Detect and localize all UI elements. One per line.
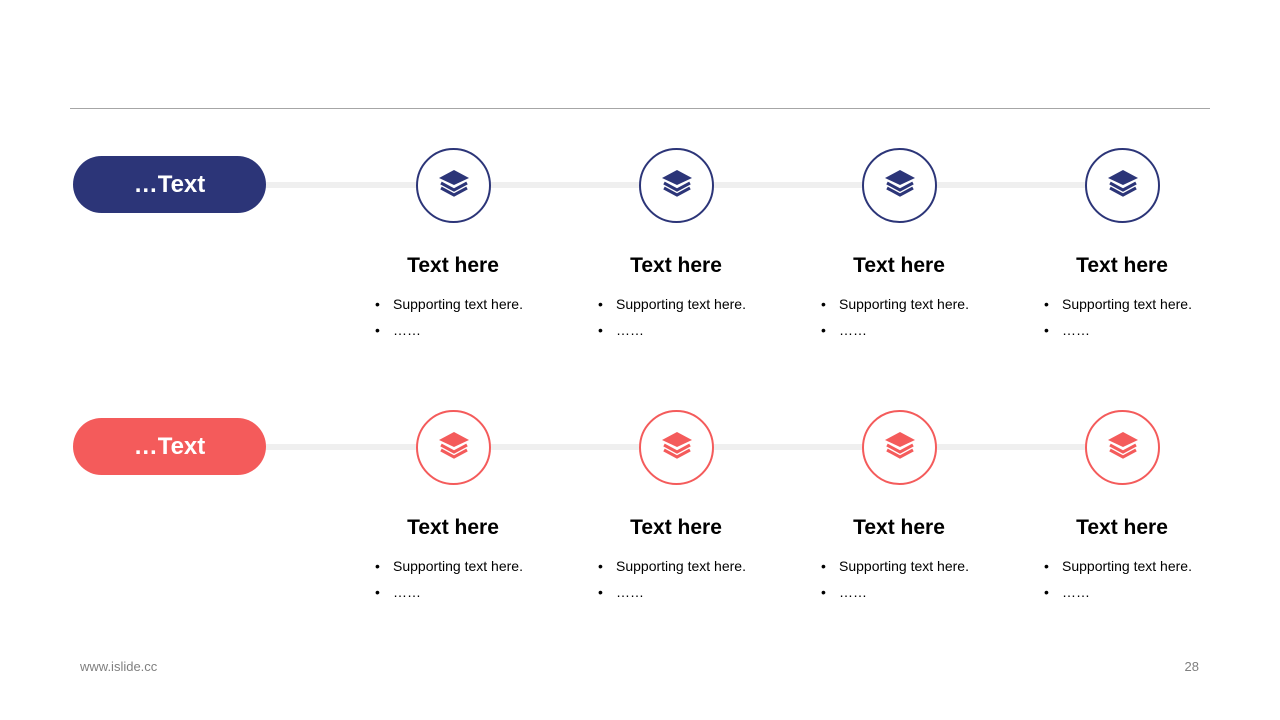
- bullet-item: Supporting text here.: [821, 296, 1021, 322]
- layers-icon: [1107, 431, 1139, 464]
- bullet-item: ……: [598, 584, 798, 610]
- step-circle: [862, 410, 937, 485]
- bullet-item: ……: [375, 584, 575, 610]
- step-bullets: Supporting text here.……: [375, 558, 575, 610]
- layers-icon: [438, 431, 470, 464]
- layers-icon: [884, 169, 916, 202]
- bullet-item: ……: [1044, 322, 1244, 348]
- header-divider: [70, 108, 1210, 109]
- step-title: Text here: [853, 254, 945, 277]
- bullet-item: ……: [598, 322, 798, 348]
- bullet-item: ……: [821, 322, 1021, 348]
- layers-icon: [661, 431, 693, 464]
- bullet-item: Supporting text here.: [375, 558, 575, 584]
- layers-icon: [661, 169, 693, 202]
- row-label-pill: …Text: [73, 418, 266, 475]
- layers-icon: [438, 169, 470, 202]
- footer-website: www.islide.cc: [80, 659, 158, 674]
- step-title: Text here: [630, 516, 722, 539]
- step-title: Text here: [407, 254, 499, 277]
- step-bullets: Supporting text here.……: [598, 296, 798, 348]
- step-bullets: Supporting text here.……: [375, 296, 575, 348]
- step-circle: [862, 148, 937, 223]
- row-label-pill: …Text: [73, 156, 266, 213]
- bullet-item: ……: [821, 584, 1021, 610]
- step-title: Text here: [630, 254, 722, 277]
- step-title: Text here: [1076, 516, 1168, 539]
- page-number: 28: [1184, 659, 1199, 674]
- step-bullets: Supporting text here.……: [1044, 296, 1244, 348]
- bullet-item: Supporting text here.: [821, 558, 1021, 584]
- step-circle: [1085, 410, 1160, 485]
- step-circle: [639, 410, 714, 485]
- bullet-item: ……: [1044, 584, 1244, 610]
- step-circle: [416, 148, 491, 223]
- step-bullets: Supporting text here.……: [1044, 558, 1244, 610]
- bullet-item: Supporting text here.: [598, 296, 798, 322]
- layers-icon: [1107, 169, 1139, 202]
- step-title: Text here: [853, 516, 945, 539]
- step-title: Text here: [1076, 254, 1168, 277]
- step-circle: [639, 148, 714, 223]
- step-bullets: Supporting text here.……: [598, 558, 798, 610]
- bullet-item: Supporting text here.: [1044, 296, 1244, 322]
- layers-icon: [884, 431, 916, 464]
- bullet-item: Supporting text here.: [1044, 558, 1244, 584]
- step-bullets: Supporting text here.……: [821, 558, 1021, 610]
- step-circle: [1085, 148, 1160, 223]
- bullet-item: Supporting text here.: [598, 558, 798, 584]
- bullet-item: Supporting text here.: [375, 296, 575, 322]
- step-bullets: Supporting text here.……: [821, 296, 1021, 348]
- step-circle: [416, 410, 491, 485]
- step-title: Text here: [407, 516, 499, 539]
- bullet-item: ……: [375, 322, 575, 348]
